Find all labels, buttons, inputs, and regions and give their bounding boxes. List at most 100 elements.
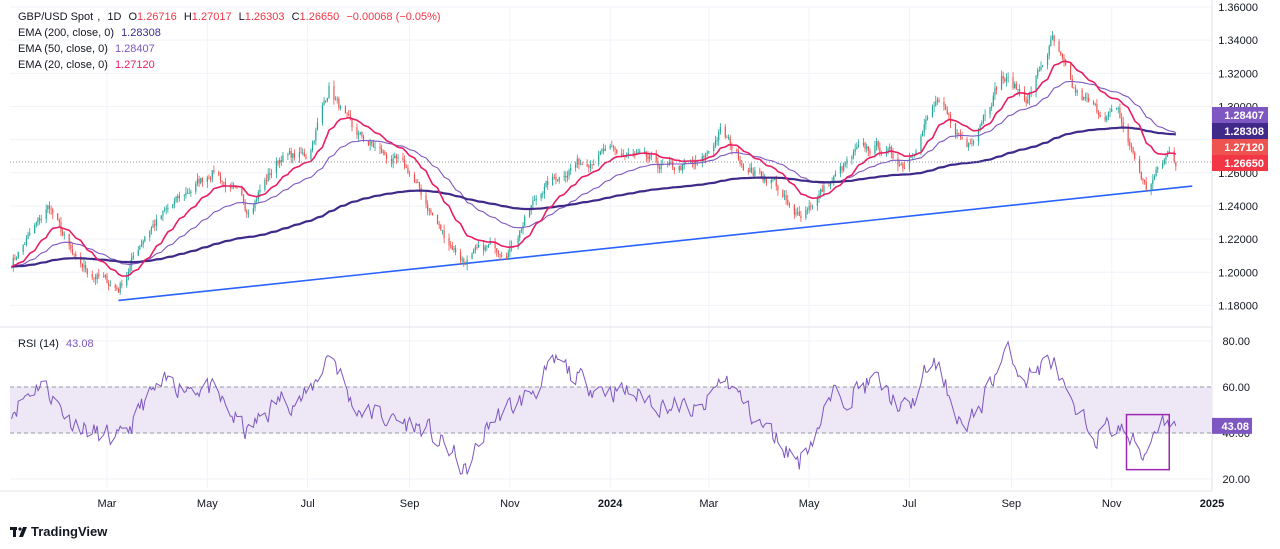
candle-body <box>749 167 751 172</box>
candle-body <box>524 216 526 226</box>
candle-body <box>616 149 618 154</box>
candle-body <box>969 143 971 145</box>
candle-body <box>428 210 430 212</box>
price-tag: 1.28308 <box>1212 123 1268 139</box>
candle-body <box>336 98 338 100</box>
candle-body <box>739 159 741 164</box>
candle-body <box>183 195 185 196</box>
rsi-legend[interactable]: RSI (14) 43.08 <box>18 338 98 350</box>
ema50-legend[interactable]: EMA (50, close, 0) 1.28407 <box>18 43 159 55</box>
candle-body <box>119 283 121 293</box>
candle-body <box>708 151 710 153</box>
high-value: 1.27017 <box>191 11 232 23</box>
candle-body <box>1019 89 1021 92</box>
candle-body <box>417 182 419 183</box>
candle-body <box>497 251 499 255</box>
candle-body <box>129 265 131 272</box>
candle-body <box>1053 35 1055 42</box>
candle-body <box>62 231 64 236</box>
candle-body <box>466 259 468 265</box>
candle-body <box>1063 58 1065 63</box>
candle-body <box>785 195 787 200</box>
candle-body <box>991 106 993 108</box>
candle-body <box>487 244 490 247</box>
candle-body <box>719 126 721 133</box>
candle-body <box>484 247 486 251</box>
open-value: 1.26716 <box>137 11 177 23</box>
candle-body <box>195 183 197 192</box>
candle-body <box>441 230 444 232</box>
candle-body <box>1060 51 1062 55</box>
candle-body <box>655 154 657 162</box>
candle-body <box>1109 111 1111 113</box>
candle-body <box>236 187 238 189</box>
candle-body <box>172 204 174 208</box>
candle-body <box>496 248 498 252</box>
ema200-legend[interactable]: EMA (200, close, 0) 1.28308 <box>18 27 165 39</box>
candle-body <box>57 213 59 220</box>
candle-body <box>407 167 409 174</box>
candle-body <box>808 205 810 210</box>
candle-body <box>1025 100 1027 103</box>
candle-body <box>1150 184 1152 190</box>
candle-body <box>127 271 129 276</box>
candle-body <box>1050 39 1052 47</box>
candle-body <box>1027 99 1029 103</box>
candle-body <box>91 273 93 278</box>
candle-body <box>160 215 162 219</box>
candle-body <box>1163 159 1165 164</box>
candle-body <box>714 140 717 146</box>
candle-body <box>869 150 871 154</box>
candle-body <box>604 148 606 151</box>
candle-body <box>1107 112 1110 117</box>
candle-body <box>224 182 227 188</box>
tradingview-logo-icon <box>10 527 27 537</box>
candle-body <box>898 164 901 166</box>
candle-body <box>223 182 225 183</box>
candle-body <box>533 200 536 201</box>
candle-body <box>280 160 282 162</box>
candle-body <box>943 101 945 107</box>
candle-body <box>543 186 546 194</box>
candle-body <box>234 186 236 188</box>
candle-body <box>45 209 47 220</box>
candle-body <box>1104 116 1106 121</box>
candle-body <box>545 180 547 187</box>
candle-body <box>162 210 164 216</box>
candle-body <box>58 219 60 223</box>
price-tick-label: 1.34000 <box>1218 35 1258 47</box>
candle-body <box>1046 55 1049 66</box>
candle-body <box>415 182 417 183</box>
candle-body <box>852 151 855 157</box>
candle-body <box>920 136 922 152</box>
candle-body <box>875 141 878 146</box>
candle-body <box>627 153 629 155</box>
candle-body <box>1023 91 1026 101</box>
candle-body <box>384 151 386 155</box>
candle-body <box>956 132 958 135</box>
candle-body <box>575 164 577 168</box>
candle-body <box>578 158 580 165</box>
candle-body <box>316 122 319 131</box>
candle-body <box>108 283 110 286</box>
candle-body <box>333 86 335 100</box>
candle-body <box>844 163 846 165</box>
price-tag-label: 1.28407 <box>1224 110 1264 122</box>
candle-body <box>565 176 567 178</box>
ema20-legend[interactable]: EMA (20, close, 0) 1.27120 <box>18 59 159 71</box>
candle-body <box>361 132 363 137</box>
candle-body <box>430 210 432 213</box>
candle-body <box>1073 87 1075 89</box>
candle-body <box>241 188 243 196</box>
candle-body <box>177 196 179 199</box>
candle-body <box>765 178 767 184</box>
candle-body <box>188 192 190 194</box>
candle-body <box>529 209 531 217</box>
candle-body <box>246 210 248 214</box>
candle-body <box>737 150 740 160</box>
candle-body <box>566 175 569 178</box>
candle-body <box>140 244 143 247</box>
candle-body <box>958 132 960 134</box>
tradingview-brand[interactable]: TradingView <box>10 524 107 539</box>
